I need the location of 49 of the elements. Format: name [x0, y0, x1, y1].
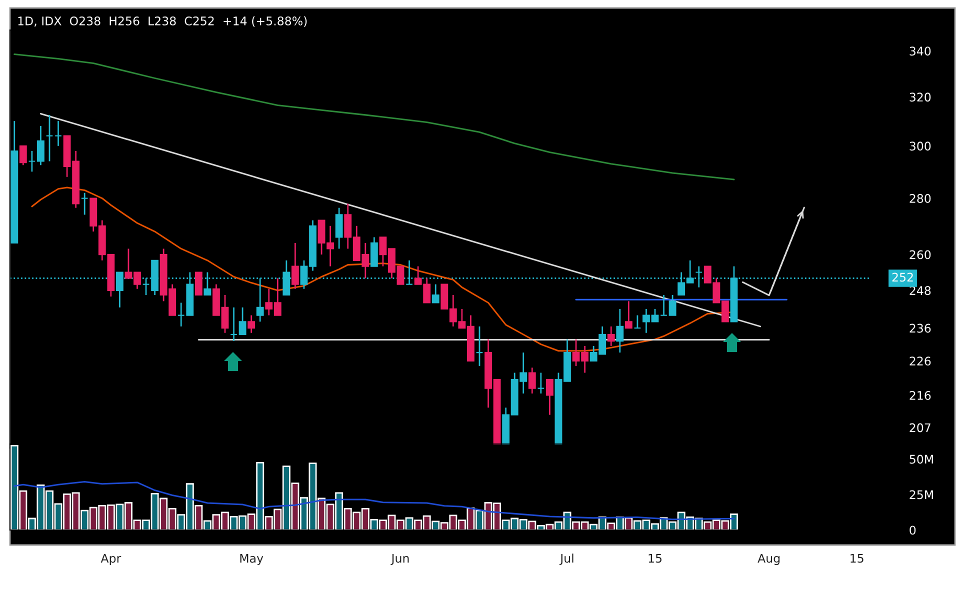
y-tick-label: 260 [910, 250, 931, 260]
candlestick [476, 326, 484, 367]
x-tick-label: 15 [850, 554, 864, 563]
y-tick-label: 25M [910, 490, 933, 500]
candlestick [546, 378, 554, 416]
candlestick [370, 236, 378, 267]
y-tick-label: 280 [910, 194, 931, 203]
x-tick-label: Apr [100, 554, 122, 566]
candlestick [291, 242, 299, 290]
candlestick [616, 308, 624, 354]
candlestick [248, 314, 256, 334]
x-tick-label: Aug [758, 554, 780, 566]
candlestick [54, 120, 62, 147]
candlestick [19, 145, 27, 166]
candlestick [46, 114, 54, 162]
chart-title: 1D, IDX O238 H256 L238 C252 +14 (+5.88%) [18, 16, 307, 27]
candlestick [238, 306, 246, 336]
candlestick [528, 366, 536, 394]
line-series [14, 480, 735, 520]
x-tick-label: Jul [560, 554, 574, 565]
x-tick-label: Jun [390, 554, 409, 565]
candlestick [537, 372, 545, 394]
y-tick-label: 248 [910, 286, 931, 296]
candlestick [80, 192, 88, 216]
candlestick [37, 125, 44, 166]
x-tick-label: 15 [648, 554, 662, 563]
candlestick [28, 150, 36, 172]
candlestick [695, 266, 703, 288]
y-tick-label: 236 [910, 324, 931, 333]
y-tick-label: 340 [910, 46, 931, 56]
candlestick [634, 314, 642, 329]
y-tick-label: 300 [910, 142, 931, 151]
candlestick [660, 294, 668, 316]
y-tick-label: 0 [910, 526, 916, 535]
candlestick [432, 284, 440, 304]
candlestick [624, 300, 632, 329]
candlestick [607, 326, 615, 347]
candlestick [194, 272, 202, 296]
candlestick [668, 294, 676, 316]
y-tick-label: 216 [910, 390, 931, 400]
y-tick-label: 320 [910, 92, 931, 102]
ref-line-label: 252 [892, 272, 913, 282]
y-tick-label: 226 [910, 356, 931, 366]
line-series [14, 54, 735, 180]
candlestick [335, 207, 343, 250]
candlestick [230, 306, 238, 342]
y-tick-label: 207 [910, 423, 930, 432]
x-tick-label: May [240, 554, 264, 566]
y-tick-label: 50M [910, 454, 933, 464]
